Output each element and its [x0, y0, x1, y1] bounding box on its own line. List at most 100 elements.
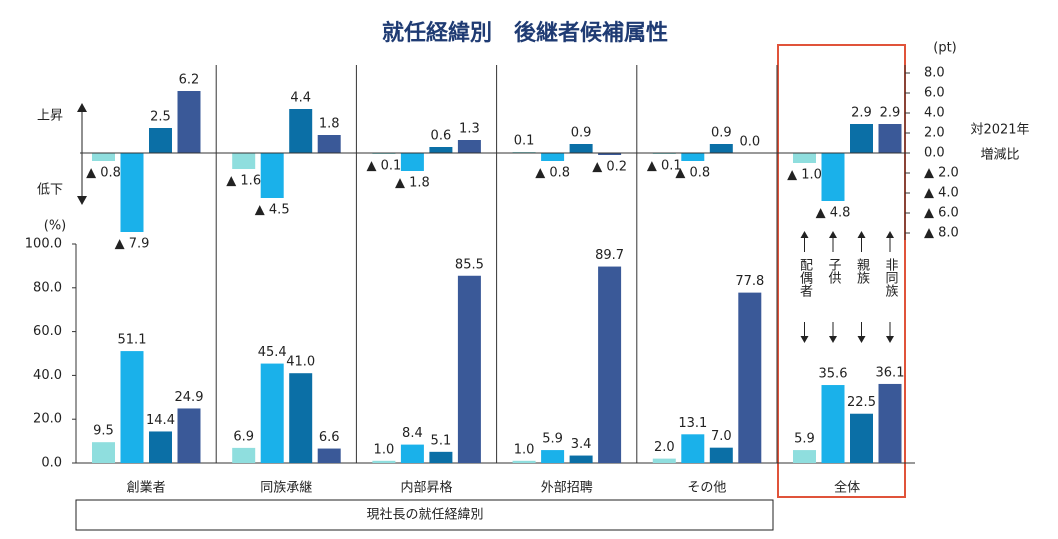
bar: [317, 448, 341, 463]
y-tick-label: 20.0: [33, 412, 62, 427]
y-tick-label: 0.0: [41, 456, 62, 471]
bar: [400, 444, 424, 463]
data-label: ▲ 7.9: [115, 237, 150, 252]
data-label: 5.1: [431, 433, 452, 448]
y-tick-label: 4.0: [924, 106, 945, 121]
bar: [149, 128, 172, 153]
bar: [92, 153, 115, 161]
data-label: 89.7: [595, 248, 624, 263]
bar: [821, 385, 845, 463]
bar: [793, 450, 816, 463]
bar: [457, 275, 481, 463]
chart-title: 就任経緯別 後継者候補属性: [382, 20, 668, 46]
x-tick-label: 全体: [834, 480, 860, 496]
data-label: 85.5: [455, 257, 484, 272]
bar: [289, 109, 313, 153]
bar: [709, 144, 733, 153]
data-label: ▲ 1.8: [395, 176, 430, 191]
up-label: 上昇: [37, 109, 63, 124]
x-tick-label: 内部昇格: [400, 480, 452, 496]
data-label: ▲ 0.1: [647, 159, 682, 174]
data-label: 7.0: [711, 429, 732, 444]
bar: [569, 144, 593, 153]
data-label: 0.0: [739, 135, 760, 150]
bar: [372, 460, 396, 463]
bar: [850, 124, 873, 153]
bar: [598, 153, 622, 155]
data-label: ▲ 4.8: [816, 206, 851, 221]
bar: [120, 351, 144, 463]
data-label: 22.5: [847, 395, 876, 410]
data-label: 0.6: [431, 129, 452, 144]
data-label: ▲ 0.8: [86, 166, 121, 181]
data-label: 6.9: [233, 429, 254, 444]
data-label: 0.9: [711, 126, 732, 141]
bar: [681, 153, 705, 161]
bar: [541, 450, 565, 463]
legend-arrow-head: [857, 231, 866, 238]
arrow-head: [77, 103, 87, 112]
bar: [652, 458, 676, 463]
legend-label: 配偶者: [797, 258, 813, 298]
bar: [120, 153, 144, 232]
legend-arrow-head: [886, 336, 894, 343]
data-label: 2.9: [851, 106, 872, 121]
bar: [260, 363, 284, 463]
bar: [569, 455, 593, 463]
bar: [878, 383, 902, 463]
data-label: 14.4: [146, 413, 175, 428]
data-label: 1.0: [514, 442, 535, 457]
legend-arrow-head: [857, 336, 866, 343]
bar: [821, 153, 845, 201]
bar: [289, 373, 313, 463]
bar: [709, 447, 733, 463]
bar: [429, 451, 453, 463]
bar: [92, 442, 115, 463]
data-label: 51.1: [118, 333, 147, 348]
data-label: 2.9: [880, 106, 901, 121]
legend-label: 子供: [826, 258, 842, 284]
highlight-box: [777, 44, 906, 498]
x-tick-label: 同族承継: [260, 480, 312, 496]
data-label: 1.0: [374, 442, 395, 457]
legend-arrow-head: [886, 231, 894, 238]
data-label: 1.8: [319, 117, 340, 132]
data-label: 77.8: [735, 274, 764, 289]
bar: [457, 140, 481, 153]
data-label: 0.1: [514, 134, 535, 149]
data-label: ▲ 1.6: [226, 174, 261, 189]
legend-arrow-head: [800, 336, 809, 343]
down-label: 低下: [37, 183, 63, 198]
data-label: ▲ 4.5: [255, 203, 290, 218]
y-axis-label: 増減比: [980, 147, 1019, 163]
y-tick-label: ▲ 6.0: [924, 206, 959, 221]
data-label: ▲ 0.8: [535, 166, 570, 181]
x-axis-title: 現社長の就任経緯別: [366, 507, 483, 523]
data-label: ▲ 0.2: [592, 160, 627, 175]
bar: [177, 91, 201, 153]
data-label: 5.9: [794, 432, 815, 447]
data-label: 6.2: [179, 73, 200, 88]
y-tick-label: 60.0: [33, 324, 62, 339]
data-label: 35.6: [819, 367, 848, 382]
bar: [738, 292, 762, 463]
legend-label: 非同族: [883, 258, 899, 298]
y-tick-label: 0.0: [924, 146, 945, 161]
bar: [598, 266, 622, 463]
bar: [260, 153, 284, 198]
data-label: 24.9: [175, 390, 204, 405]
data-label: ▲ 0.1: [366, 159, 401, 174]
data-label: 0.9: [571, 126, 592, 141]
data-label: 2.0: [654, 440, 675, 455]
unit-label: (pt): [933, 41, 957, 56]
data-label: 5.9: [542, 432, 563, 447]
unit-label: (%): [44, 219, 67, 234]
y-tick-label: 8.0: [924, 66, 945, 81]
bar: [878, 124, 902, 153]
bar: [232, 153, 256, 169]
x-tick-label: 創業者: [127, 480, 166, 496]
bar: [793, 153, 816, 163]
y-tick-label: ▲ 2.0: [924, 166, 959, 181]
bar: [681, 434, 705, 463]
